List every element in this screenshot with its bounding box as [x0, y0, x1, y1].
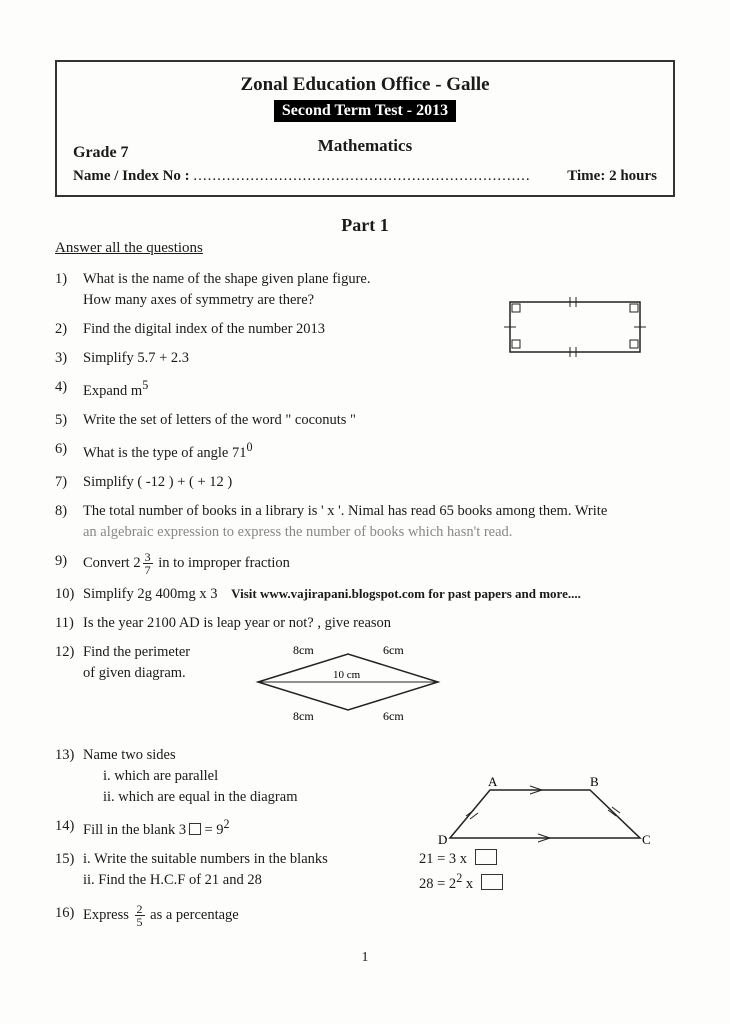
q8-line1: The total number of books in a library i…: [83, 501, 675, 522]
svg-text:10 cm: 10 cm: [333, 669, 361, 681]
q7: Simplify ( -12 ) + ( + 12 ): [83, 472, 675, 493]
name-dots: ........................................…: [193, 168, 530, 184]
header-box: Zonal Education Office - Galle Second Te…: [55, 60, 675, 197]
time-label: Time: 2 hours: [567, 168, 657, 185]
svg-text:C: C: [642, 832, 651, 847]
office-title: Zonal Education Office - Galle: [73, 74, 657, 96]
q4: Expand m5: [83, 377, 675, 402]
svg-text:6cm: 6cm: [383, 643, 404, 657]
name-label: Name / Index No :: [73, 168, 190, 184]
trapezium-figure: A B C D: [430, 776, 660, 856]
svg-text:A: A: [488, 776, 498, 789]
q9: Convert 237 in to improper fraction: [83, 551, 675, 576]
svg-text:6cm: 6cm: [383, 709, 404, 722]
svg-text:8cm: 8cm: [293, 709, 314, 722]
term-title: Second Term Test - 2013: [274, 100, 456, 122]
q11: Is the year 2100 AD is leap year or not?…: [83, 613, 675, 634]
blank-box-icon: [189, 823, 201, 835]
q6: What is the type of angle 710: [83, 439, 675, 464]
instruction: Answer all the questions: [55, 240, 675, 257]
q1-line1: What is the name of the shape given plan…: [83, 269, 675, 290]
name-index-row: Name / Index No : ......................…: [73, 168, 531, 185]
q10: Simplify 2g 400mg x 3 Visit www.vajirapa…: [83, 584, 675, 605]
q5: Write the set of letters of the word " c…: [83, 410, 675, 431]
page-number: 1: [55, 950, 675, 966]
svg-text:D: D: [438, 832, 447, 847]
blank-box-icon: [481, 874, 503, 890]
part-title: Part 1: [55, 215, 675, 236]
visit-note: Visit www.vajirapani.blogspot.com for pa…: [231, 586, 581, 601]
rhombus-figure: 8cm 6cm 10 cm 8cm 6cm: [243, 642, 453, 722]
q12: Find the perimeter of given diagram. 8cm…: [83, 642, 675, 729]
q8-line2: an algebraic expression to express the n…: [83, 522, 675, 543]
svg-text:B: B: [590, 776, 599, 789]
question-list: 1) What is the name of the shape given p…: [55, 269, 675, 928]
rectangle-figure: [500, 292, 650, 362]
q16: Express 25 as a percentage: [83, 903, 675, 928]
svg-text:8cm: 8cm: [293, 643, 314, 657]
